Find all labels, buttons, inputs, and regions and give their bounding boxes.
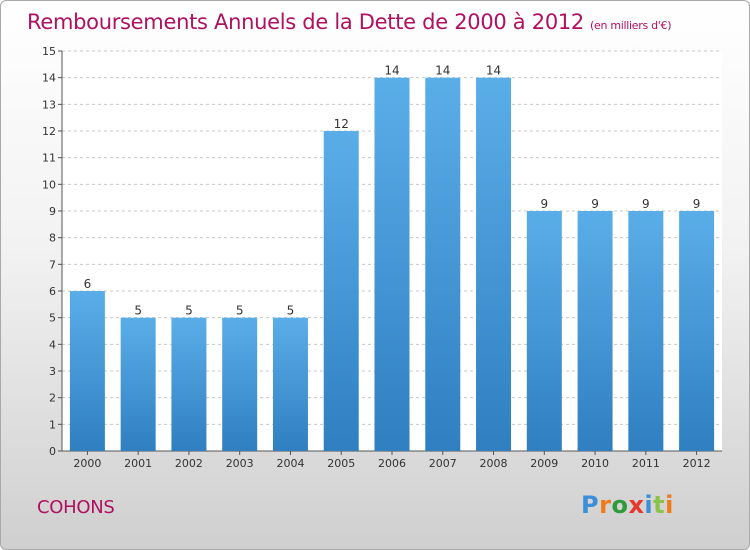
bar — [120, 317, 156, 451]
bar-value-label: 9 — [591, 197, 599, 211]
bar-value-label: 14 — [384, 64, 399, 78]
y-tick-label: 10 — [42, 178, 56, 191]
commune-name: COHONS — [37, 497, 115, 518]
x-tick-label: 2000 — [73, 457, 101, 470]
y-tick-label: 12 — [42, 125, 56, 138]
proxiti-logo: Proxiti — [581, 491, 674, 519]
logo-letter: i — [644, 491, 654, 519]
logo-letter: i — [665, 491, 674, 519]
logo-letter: o — [611, 491, 629, 519]
bar — [577, 211, 613, 451]
logo-letter: x — [628, 491, 645, 519]
y-tick-label: 3 — [49, 365, 56, 378]
bar-value-label: 14 — [435, 64, 450, 78]
y-tick-label: 1 — [49, 418, 56, 431]
bar-value-label: 9 — [642, 197, 650, 211]
bar-value-label: 6 — [84, 277, 92, 291]
x-tick-label: 2004 — [276, 457, 304, 470]
y-tick-label: 6 — [49, 285, 56, 298]
x-tick-label: 2003 — [226, 457, 254, 470]
logo-letter: P — [581, 491, 600, 519]
bar — [425, 77, 461, 452]
bar-value-label: 5 — [185, 304, 193, 318]
x-tick-label: 2007 — [429, 457, 457, 470]
x-tick-label: 2012 — [683, 457, 711, 470]
bar — [374, 77, 410, 452]
x-tick-label: 2002 — [175, 457, 203, 470]
chart-title: Remboursements Annuels de la Dette de 20… — [27, 10, 671, 34]
y-tick-label: 9 — [49, 205, 56, 218]
x-tick-label: 2008 — [480, 457, 508, 470]
chart-unit-note: (en milliers d'€) — [590, 19, 672, 32]
bar-value-label: 9 — [693, 197, 701, 211]
bar-value-label: 9 — [540, 197, 548, 211]
bar-value-label: 5 — [236, 304, 244, 318]
y-tick-label: 11 — [42, 152, 56, 165]
bar — [628, 211, 664, 451]
bar-value-label: 5 — [287, 304, 295, 318]
bar-value-label: 14 — [486, 64, 501, 78]
y-tick-label: 2 — [49, 392, 56, 405]
x-tick-label: 2009 — [530, 457, 558, 470]
y-tick-label: 4 — [49, 338, 56, 351]
bar — [679, 211, 715, 451]
y-tick-label: 14 — [42, 72, 56, 85]
bar — [222, 317, 258, 451]
logo-letter: r — [599, 491, 612, 519]
y-tick-label: 15 — [42, 45, 56, 58]
y-tick-label: 8 — [49, 232, 56, 245]
x-tick-label: 2001 — [124, 457, 152, 470]
bar — [171, 317, 207, 451]
x-tick-label: 2010 — [581, 457, 609, 470]
y-tick-label: 7 — [49, 258, 56, 271]
x-tick-label: 2006 — [378, 457, 406, 470]
bar — [69, 291, 105, 451]
bar-value-label: 12 — [334, 117, 349, 131]
bar-value-label: 5 — [134, 304, 142, 318]
x-tick-label: 2011 — [632, 457, 660, 470]
bar — [526, 211, 562, 451]
x-tick-label: 2005 — [327, 457, 355, 470]
bar — [476, 77, 512, 452]
y-tick-label: 13 — [42, 98, 56, 111]
bar — [272, 317, 308, 451]
logo-letter: t — [653, 491, 666, 519]
chart-title-text: Remboursements Annuels de la Dette de 20… — [27, 10, 584, 34]
y-tick-label: 0 — [49, 445, 56, 458]
y-tick-label: 5 — [49, 312, 56, 325]
bar — [323, 131, 359, 451]
